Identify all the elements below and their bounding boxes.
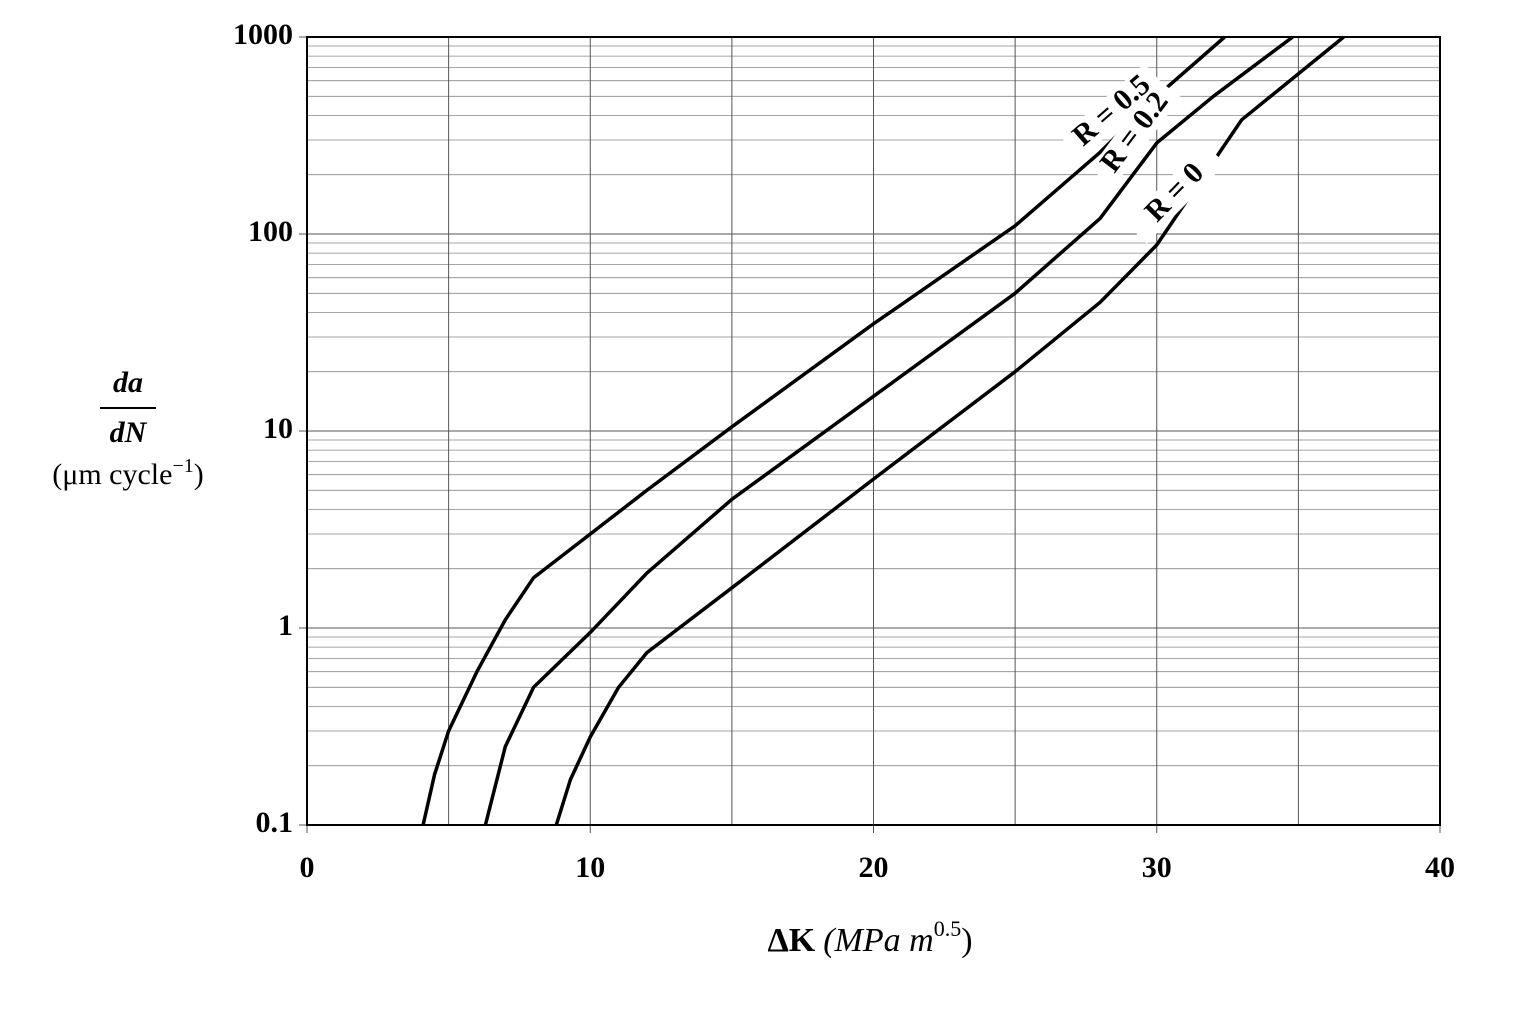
x-unit: (MPa m bbox=[823, 922, 933, 959]
y-tick-label: 1 bbox=[278, 609, 293, 642]
curve-label-bg bbox=[1089, 79, 1182, 187]
y-axis-title: da dN (μm cycle−1) bbox=[52, 366, 203, 491]
x-axis-title: ΔK (MPa m0.5) bbox=[767, 916, 972, 959]
curve-label-group: R = 0 bbox=[1125, 142, 1226, 244]
x-symbol: ΔK bbox=[767, 922, 815, 959]
y-label-denominator: dN bbox=[110, 416, 148, 449]
x-tick-label: 20 bbox=[859, 851, 889, 884]
curve-label-bg bbox=[1060, 63, 1165, 160]
y-tick-label: 100 bbox=[248, 215, 293, 248]
plot-frame bbox=[306, 36, 1441, 826]
y-close: ) bbox=[194, 458, 204, 491]
x-tick-label: 0 bbox=[300, 851, 315, 884]
y-unit: (μm cycle bbox=[52, 458, 172, 491]
y-label-numerator: da bbox=[113, 366, 143, 399]
x-tick-label: 30 bbox=[1142, 851, 1172, 884]
curve-label-bg bbox=[1125, 142, 1226, 244]
y-tick-label: 0.1 bbox=[256, 806, 294, 839]
y-tick-label: 10 bbox=[263, 412, 293, 445]
curve bbox=[421, 35, 1226, 826]
x-close: ) bbox=[961, 922, 972, 959]
x-tick-label: 40 bbox=[1425, 851, 1455, 884]
x-exponent: 0.5 bbox=[934, 916, 962, 941]
x-tick-label: 10 bbox=[575, 851, 605, 884]
curve bbox=[554, 35, 1345, 826]
y-label-unit: (μm cycle−1) bbox=[52, 455, 203, 491]
y-exponent: −1 bbox=[172, 455, 193, 477]
y-tick-label: 1000 bbox=[233, 18, 293, 51]
curve bbox=[483, 35, 1294, 826]
